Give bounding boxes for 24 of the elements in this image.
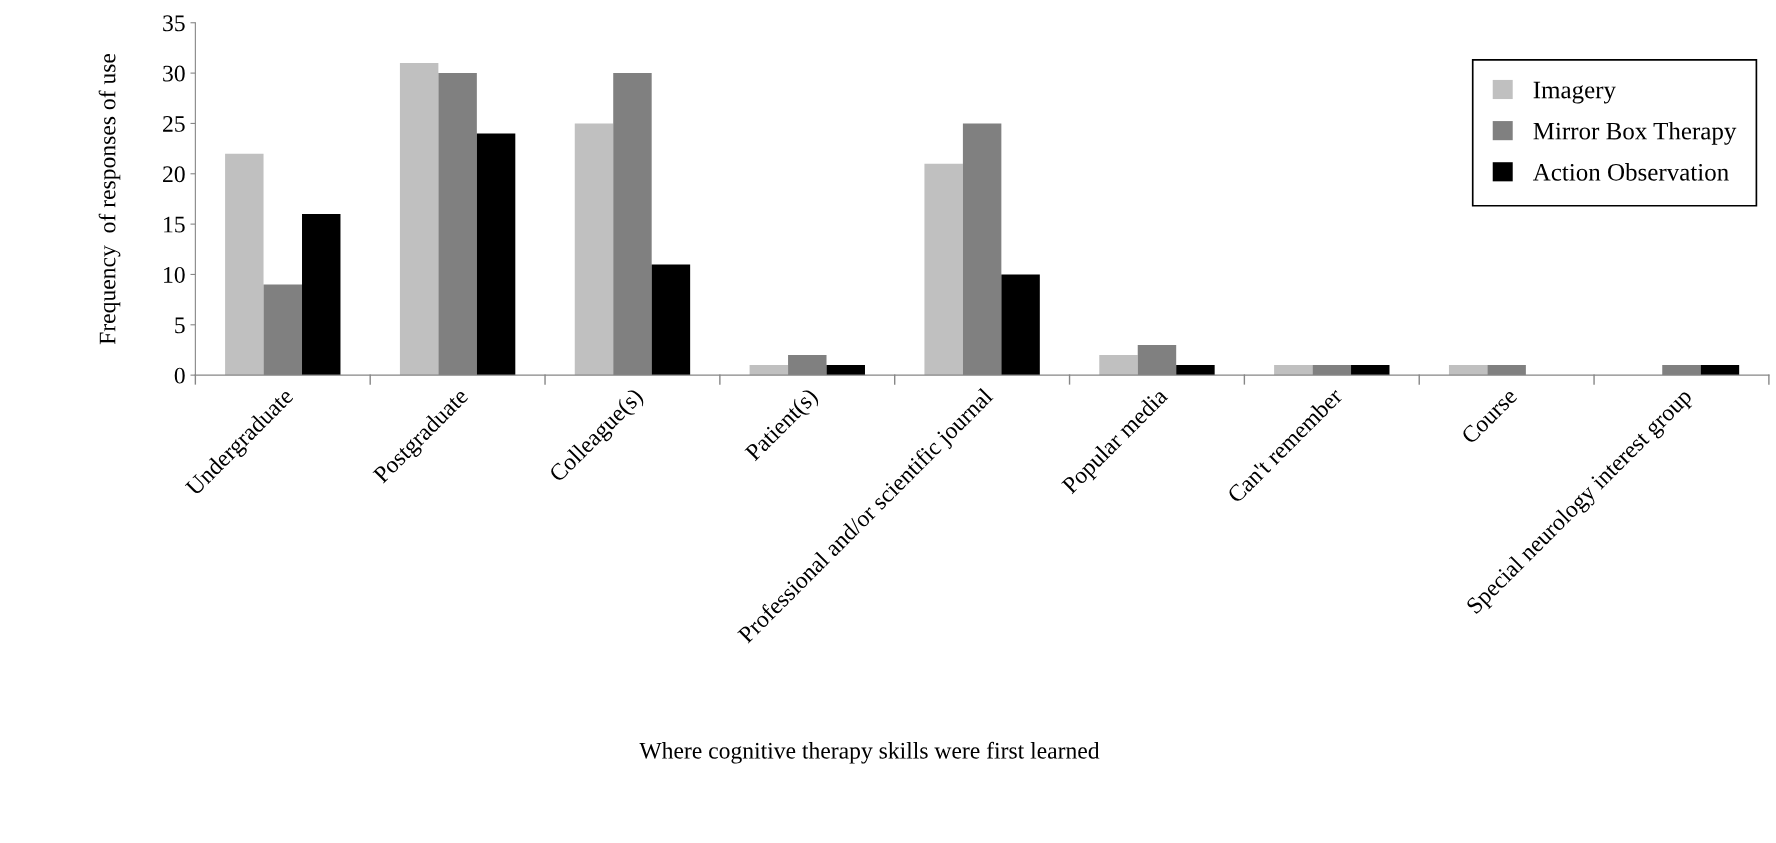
bar [476,133,516,376]
bar [225,153,264,376]
y-tick-label: 10 [164,266,185,283]
y-axis-title: Frequency of responses of use [98,53,121,345]
y-tick-label: 0 [174,367,185,384]
bar [1274,365,1313,376]
bar [1176,365,1215,376]
legend-label: Mirror Box Therapy [1533,121,1737,145]
legend-label: Imagery [1533,81,1616,104]
y-tick-label: 5 [175,317,185,334]
bar [1001,274,1040,376]
legend-label: Action Observation [1532,163,1729,181]
y-tick-label: 35 [163,15,185,32]
bar [924,163,963,376]
y-tick-label: 30 [163,65,185,82]
y-tick-label: 25 [163,116,185,132]
bar [651,264,691,376]
bar [302,214,341,376]
y-tick-label: 20 [163,166,185,183]
bar [574,123,614,376]
y-tick-label: 15 [164,216,185,233]
bar [399,63,439,376]
x-axis-title: Where cognitive therapy skills were first learned [639,741,1100,764]
bar [1099,355,1138,376]
